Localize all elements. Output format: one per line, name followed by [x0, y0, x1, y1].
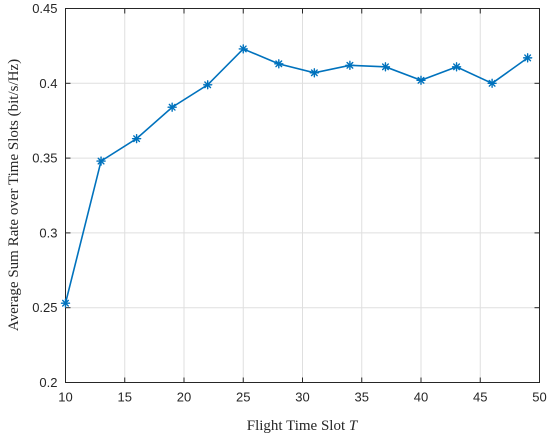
y-tick-label: 0.45 [32, 1, 57, 16]
data-point-marker [345, 60, 355, 71]
y-tick-label: 0.35 [32, 151, 57, 166]
y-tick-label: 0.25 [32, 300, 57, 315]
y-tick-label: 0.4 [39, 76, 57, 91]
data-point-marker [416, 75, 426, 86]
x-tick-label: 10 [58, 390, 72, 405]
data-point-marker [487, 78, 497, 89]
x-tick-label: 40 [414, 390, 428, 405]
data-point-marker [309, 68, 320, 78]
x-tick-label: 45 [473, 390, 487, 405]
series-group [60, 44, 533, 308]
data-point-marker [202, 80, 213, 90]
x-tick-label: 25 [236, 390, 250, 405]
x-tick-label: 35 [355, 390, 369, 405]
data-point-marker [96, 156, 106, 166]
x-tick-label: 50 [532, 390, 546, 405]
data-point-marker [167, 102, 177, 112]
data-point-marker [274, 59, 284, 69]
x-tick-label: 30 [295, 390, 309, 405]
x-axis-label: Flight Time Slot T [247, 418, 359, 434]
data-point-marker [380, 62, 391, 72]
series-line [64, 47, 529, 304]
data-point-marker [451, 62, 462, 72]
data-point-marker [131, 133, 142, 144]
y-tick-label: 0.2 [39, 375, 57, 390]
x-tick-label: 15 [118, 390, 132, 405]
y-tick-label: 0.3 [39, 225, 57, 240]
data-point-marker [522, 53, 533, 63]
grid-lines [65, 8, 540, 383]
data-point-marker [238, 44, 248, 54]
y-axis-label: Average Sum Rate over Time Slots (bit/s/… [6, 59, 22, 331]
axis-ticks: 10 15 20 25 30 35 40 45 50 0.2 0.25 0.3 0.35 0.4 0.45 [32, 1, 547, 405]
x-tick-label: 20 [177, 390, 191, 405]
data-point-marker [60, 298, 71, 308]
